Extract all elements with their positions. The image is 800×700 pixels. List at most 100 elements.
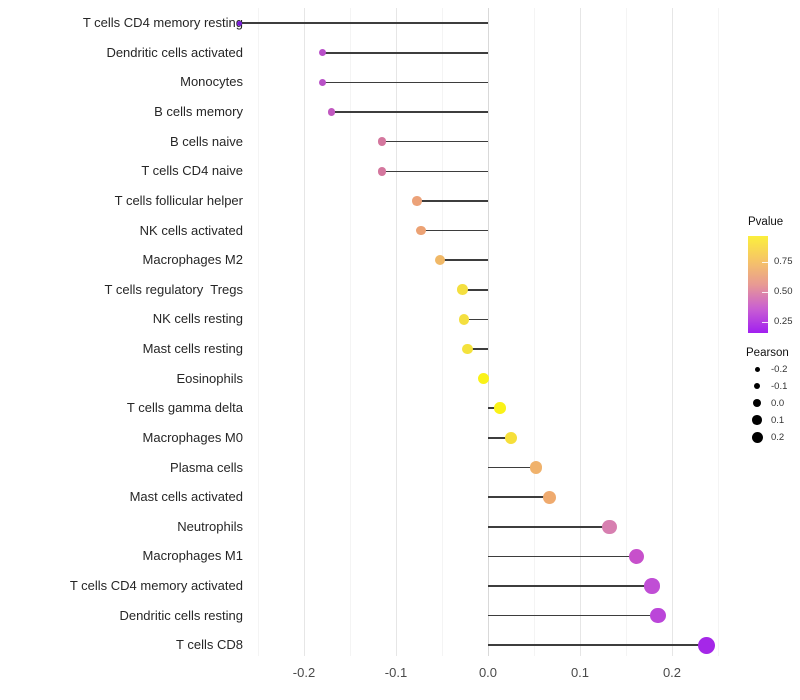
minor-gridline: [625, 8, 627, 656]
pvalue-tick-label: 0.50: [774, 286, 793, 298]
x-tick-label: -0.1: [384, 665, 408, 680]
pearson-legend-dot: [751, 431, 763, 443]
lollipop-segment: [488, 555, 637, 558]
lollipop-dot: [505, 431, 517, 444]
lollipop-segment: [331, 111, 488, 113]
minor-gridline: [441, 8, 443, 656]
y-axis-label: T cells CD4 naive: [141, 163, 243, 179]
lollipop-segment: [488, 466, 536, 469]
lollipop-dot: [494, 402, 506, 415]
major-gridline: [303, 8, 305, 656]
y-axis-label: T cells gamma delta: [126, 400, 243, 416]
lollipop-dot: [377, 137, 387, 146]
x-tick-label: 0.2: [662, 665, 682, 680]
y-axis-label: Mast cells activated: [129, 489, 243, 505]
pearson-legend-dot: [754, 366, 760, 372]
lollipop-segment: [488, 585, 652, 587]
lollipop-segment: [488, 614, 659, 617]
lollipop-segment: [382, 170, 488, 173]
y-axis-label: Monocytes: [180, 74, 243, 90]
pearson-legend-label: -0.1: [771, 380, 788, 392]
pearson-legend-dot: [753, 382, 761, 390]
y-axis-label: T cells follicular helper: [114, 192, 243, 208]
lollipop-segment: [462, 288, 488, 291]
y-axis-label: Macrophages M0: [142, 429, 243, 445]
minor-gridline: [717, 8, 719, 656]
pvalue-tick-label: 0.75: [774, 256, 793, 268]
lollipop-dot: [377, 167, 387, 176]
pearson-legend-label: -0.2: [771, 363, 788, 375]
x-tick-label: 0.1: [570, 665, 590, 680]
lollipop-dot: [416, 225, 426, 236]
lollipop-segment: [488, 644, 707, 646]
minor-gridline: [349, 8, 351, 656]
lollipop-segment: [488, 407, 500, 410]
lollipop-dot: [237, 20, 242, 26]
lollipop-dot: [327, 108, 336, 116]
lollipop-dot: [529, 461, 543, 474]
y-axis-label: Mast cells resting: [142, 341, 243, 357]
lollipop-dot: [458, 314, 470, 325]
lollipop-dot: [462, 343, 474, 355]
lollipop-segment: [440, 259, 488, 261]
lollipop-dot: [477, 373, 489, 385]
pearson-legend-title: Pearson: [746, 347, 789, 359]
x-tick-label: 0.0: [478, 665, 498, 680]
lollipop-segment: [239, 22, 488, 24]
lollipop-segment: [467, 348, 488, 350]
lollipop-dot: [318, 49, 326, 57]
pearson-legend-dot: [752, 415, 762, 425]
pvalue-tick-mark: [762, 261, 768, 263]
pvalue-tick-mark: [762, 321, 768, 323]
lollipop-segment: [488, 437, 511, 439]
pearson-legend-label: 0.2: [771, 431, 785, 443]
lollipop-dot: [543, 490, 557, 504]
lollipop-segment: [322, 81, 488, 84]
x-tick-label: -0.2: [292, 665, 316, 680]
lollipop-dot: [456, 284, 468, 296]
major-gridline: [671, 8, 673, 656]
y-axis-label: Neutrophils: [177, 518, 243, 534]
major-gridline: [579, 8, 581, 656]
lollipop-segment: [417, 200, 488, 202]
lollipop-dot: [698, 636, 716, 654]
minor-gridline: [533, 8, 535, 656]
y-axis-label: T cells CD8: [176, 637, 243, 653]
lollipop-segment: [488, 496, 550, 498]
lollipop-segment: [382, 140, 488, 143]
y-axis-label: Eosinophils: [176, 370, 244, 386]
lollipop-dot: [650, 607, 667, 624]
y-axis-label: Macrophages M1: [142, 548, 243, 564]
y-axis-label: NK cells resting: [152, 311, 243, 327]
lollipop-dot: [318, 78, 326, 86]
y-axis-label: T cells CD4 memory activated: [69, 577, 243, 593]
y-axis-label: T cells CD4 memory resting: [82, 15, 243, 31]
y-axis-label: B cells memory: [154, 104, 243, 120]
lollipop-segment: [420, 229, 488, 232]
y-axis-label: NK cells activated: [139, 222, 243, 238]
major-gridline: [395, 8, 397, 656]
pearson-legend-dot: [753, 399, 761, 407]
lollipop-dot: [628, 548, 644, 564]
minor-gridline: [257, 8, 259, 656]
pvalue-legend-title: Pvalue: [748, 216, 784, 228]
y-axis-label: Plasma cells: [170, 459, 243, 475]
lollipop-dot: [643, 578, 660, 594]
pearson-legend-label: 0.0: [771, 397, 785, 409]
pearson-legend-label: 0.1: [771, 414, 785, 426]
pvalue-colorbar: [748, 236, 768, 333]
lollipop-dot: [435, 255, 446, 266]
y-axis-label: B cells naive: [170, 133, 243, 149]
lollipop-dot: [412, 196, 422, 206]
zero-gridline: [487, 8, 489, 656]
y-axis-label: Macrophages M2: [142, 252, 243, 268]
lollipop-segment: [322, 52, 488, 54]
lollipop-segment: [488, 525, 610, 528]
pvalue-tick-label: 0.25: [774, 316, 793, 328]
pvalue-tick-mark: [762, 291, 768, 293]
y-axis-label: T cells regulatory Tregs: [104, 281, 243, 297]
lollipop-dot: [602, 519, 617, 534]
y-axis-label: Dendritic cells resting: [119, 607, 243, 623]
lollipop-segment: [464, 318, 488, 321]
